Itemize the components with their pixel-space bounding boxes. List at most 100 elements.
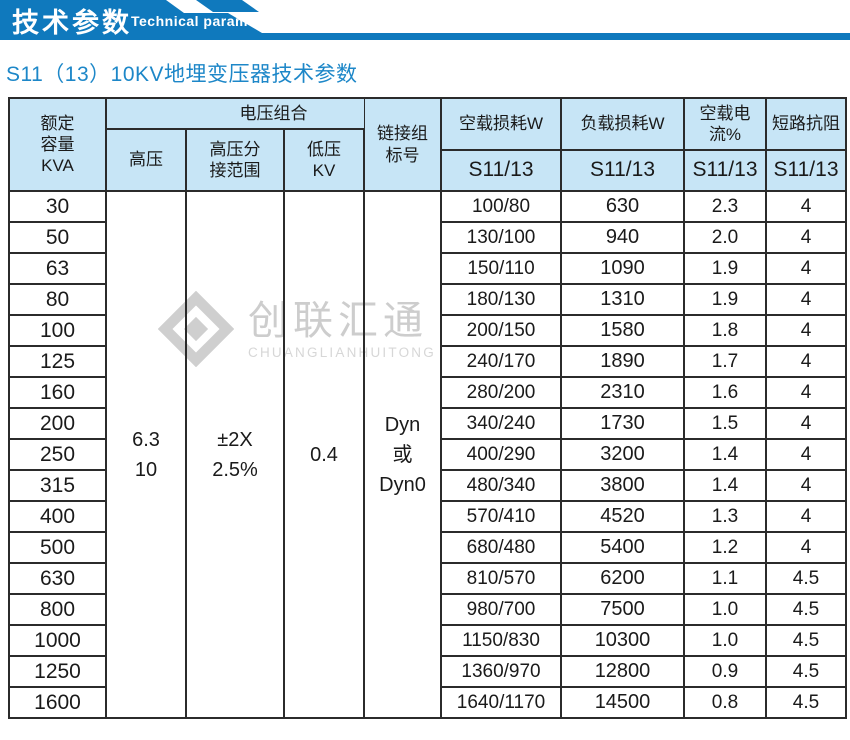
cell-impedance: 4 xyxy=(766,439,846,470)
cell-no-load-loss: 130/100 xyxy=(441,222,561,253)
cell-load-loss: 630 xyxy=(561,191,684,222)
cell-no-load-loss: 340/240 xyxy=(441,408,561,439)
cell-load-loss: 3200 xyxy=(561,439,684,470)
cell-rated-capacity: 1250 xyxy=(9,656,106,687)
cell-no-load-loss: 1640/1170 xyxy=(441,687,561,718)
cell-load-loss: 12800 xyxy=(561,656,684,687)
cell-no-load-loss: 400/290 xyxy=(441,439,561,470)
header-high-voltage: 高压 xyxy=(106,129,186,191)
header-sub-model: S11/13 xyxy=(766,150,846,191)
cell-low-voltage-merged: 0.4 xyxy=(284,191,364,718)
cell-no-load-loss: 810/570 xyxy=(441,563,561,594)
cell-rated-capacity: 800 xyxy=(9,594,106,625)
cell-no-load-current: 1.9 xyxy=(684,284,766,315)
header-load-loss: 负载损耗W xyxy=(561,98,684,150)
cell-rated-capacity: 30 xyxy=(9,191,106,222)
cell-rated-capacity: 200 xyxy=(9,408,106,439)
cell-rated-capacity: 80 xyxy=(9,284,106,315)
cell-impedance: 4.5 xyxy=(766,687,846,718)
banner-title-en: Technical parameter xyxy=(131,13,276,29)
cell-no-load-loss: 480/340 xyxy=(441,470,561,501)
parameters-table: 额定 容量 KVA 电压组合 高压 高压分 接范围 低压 KV 链接组 标号 空… xyxy=(8,97,847,719)
cell-load-loss: 1730 xyxy=(561,408,684,439)
cell-no-load-current: 1.9 xyxy=(684,253,766,284)
cell-no-load-current: 0.9 xyxy=(684,656,766,687)
cell-rated-capacity: 250 xyxy=(9,439,106,470)
cell-load-loss: 940 xyxy=(561,222,684,253)
cell-no-load-current: 0.8 xyxy=(684,687,766,718)
header-low-voltage: 低压 KV xyxy=(284,129,364,191)
cell-load-loss: 1090 xyxy=(561,253,684,284)
cell-rated-capacity: 1000 xyxy=(9,625,106,656)
header-sub-model: S11/13 xyxy=(684,150,766,191)
cell-rated-capacity: 400 xyxy=(9,501,106,532)
cell-load-loss: 2310 xyxy=(561,377,684,408)
cell-load-loss: 1310 xyxy=(561,284,684,315)
cell-impedance: 4 xyxy=(766,222,846,253)
cell-no-load-loss: 200/150 xyxy=(441,315,561,346)
cell-impedance: 4.5 xyxy=(766,625,846,656)
cell-high-voltage-merged: 6.3 10 xyxy=(106,191,186,718)
cell-connection-group-merged: Dyn 或 Dyn0 xyxy=(364,191,441,718)
header-rated-capacity: 额定 容量 KVA xyxy=(9,98,106,191)
cell-impedance: 4 xyxy=(766,408,846,439)
cell-no-load-loss: 680/480 xyxy=(441,532,561,563)
cell-load-loss: 1580 xyxy=(561,315,684,346)
cell-load-loss: 6200 xyxy=(561,563,684,594)
header-tap-range: 高压分 接范围 xyxy=(186,129,284,191)
cell-no-load-current: 1.4 xyxy=(684,470,766,501)
cell-load-loss: 1890 xyxy=(561,346,684,377)
cell-impedance: 4.5 xyxy=(766,563,846,594)
cell-no-load-current: 1.4 xyxy=(684,439,766,470)
cell-no-load-loss: 1360/970 xyxy=(441,656,561,687)
cell-no-load-current: 2.3 xyxy=(684,191,766,222)
cell-no-load-loss: 100/80 xyxy=(441,191,561,222)
header-sub-model: S11/13 xyxy=(441,150,561,191)
cell-impedance: 4 xyxy=(766,253,846,284)
cell-load-loss: 10300 xyxy=(561,625,684,656)
cell-impedance: 4 xyxy=(766,470,846,501)
cell-impedance: 4 xyxy=(766,191,846,222)
table-body: 6.3 10 ±2X 2.5% 0.4 Dyn 或 Dyn0 30 100/80 6… xyxy=(9,191,846,718)
cell-load-loss: 5400 xyxy=(561,532,684,563)
cell-no-load-loss: 150/110 xyxy=(441,253,561,284)
header-no-load-current: 空载电流% xyxy=(684,98,766,150)
cell-impedance: 4 xyxy=(766,284,846,315)
banner-ribbon xyxy=(0,0,850,40)
cell-no-load-current: 1.0 xyxy=(684,625,766,656)
cell-no-load-current: 1.6 xyxy=(684,377,766,408)
cell-impedance: 4.5 xyxy=(766,656,846,687)
cell-impedance: 4 xyxy=(766,315,846,346)
cell-impedance: 4 xyxy=(766,532,846,563)
cell-no-load-current: 1.8 xyxy=(684,315,766,346)
cell-rated-capacity: 100 xyxy=(9,315,106,346)
header-short-circuit-impedance: 短路抗阻 xyxy=(766,98,846,150)
cell-impedance: 4 xyxy=(766,377,846,408)
header-connection-group: 链接组 标号 xyxy=(364,98,441,191)
cell-no-load-current: 1.3 xyxy=(684,501,766,532)
cell-rated-capacity: 315 xyxy=(9,470,106,501)
cell-no-load-loss: 570/410 xyxy=(441,501,561,532)
cell-rated-capacity: 125 xyxy=(9,346,106,377)
cell-no-load-current: 1.1 xyxy=(684,563,766,594)
cell-impedance: 4.5 xyxy=(766,594,846,625)
cell-no-load-current: 1.0 xyxy=(684,594,766,625)
cell-load-loss: 14500 xyxy=(561,687,684,718)
cell-load-loss: 7500 xyxy=(561,594,684,625)
cell-no-load-loss: 1150/830 xyxy=(441,625,561,656)
cell-no-load-loss: 240/170 xyxy=(441,346,561,377)
cell-no-load-loss: 280/200 xyxy=(441,377,561,408)
cell-no-load-loss: 180/130 xyxy=(441,284,561,315)
cell-no-load-loss: 980/700 xyxy=(441,594,561,625)
table-header: 额定 容量 KVA 电压组合 高压 高压分 接范围 低压 KV 链接组 标号 空… xyxy=(9,98,846,191)
header-no-load-loss: 空载损耗W xyxy=(441,98,561,150)
cell-impedance: 4 xyxy=(766,346,846,377)
cell-rated-capacity: 50 xyxy=(9,222,106,253)
header-sub-model: S11/13 xyxy=(561,150,684,191)
cell-impedance: 4 xyxy=(766,501,846,532)
cell-rated-capacity: 160 xyxy=(9,377,106,408)
cell-rated-capacity: 630 xyxy=(9,563,106,594)
cell-no-load-current: 1.2 xyxy=(684,532,766,563)
banner-title-cn: 技术参数 xyxy=(12,8,132,38)
